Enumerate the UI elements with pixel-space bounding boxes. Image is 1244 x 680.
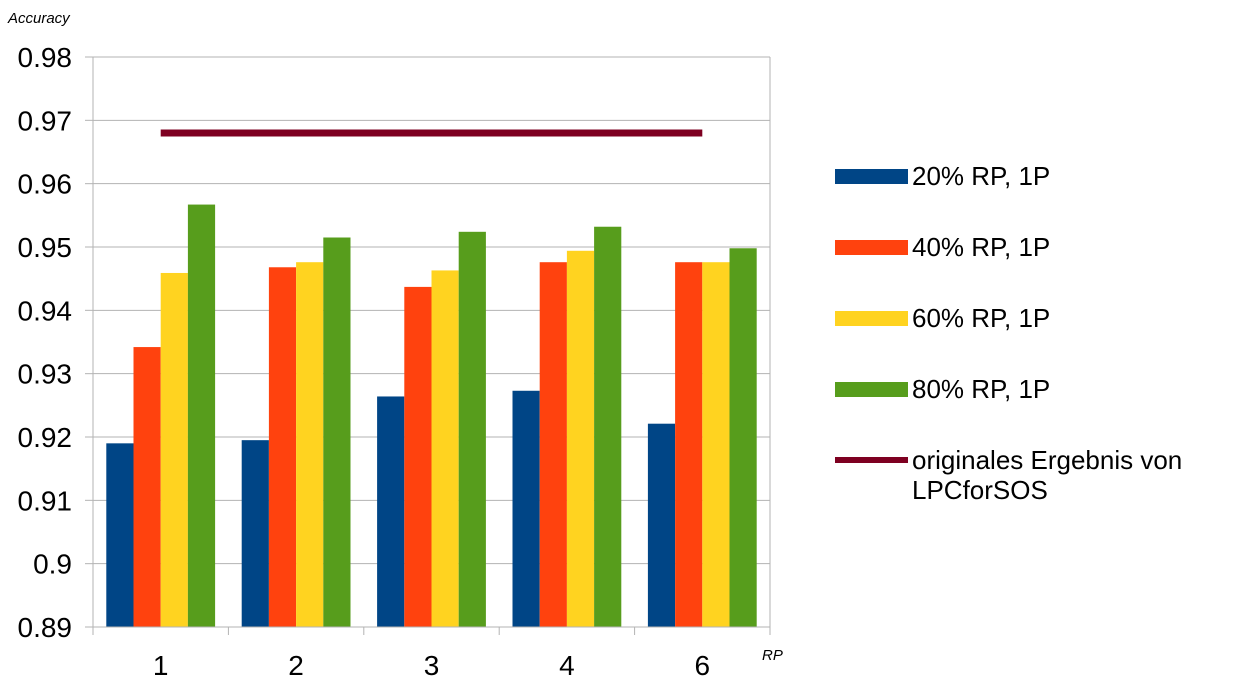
y-tick-label: 0.97: [18, 105, 73, 136]
y-tick-label: 0.9: [33, 549, 72, 580]
y-tick-label: 0.98: [18, 42, 73, 73]
bar: [241, 440, 269, 627]
bar: [268, 267, 297, 627]
bar: [729, 248, 757, 627]
legend-swatch: [835, 169, 908, 184]
x-tick-labels: 1 2 3 4 6: [153, 650, 710, 680]
x-tick-label: 4: [559, 650, 575, 680]
y-tick-label: 0.93: [18, 359, 73, 390]
bar: [566, 250, 595, 628]
axes: [92, 57, 771, 635]
legend-label-line: originales Ergebnis von: [912, 445, 1182, 475]
bar: [187, 204, 216, 628]
legend-label-line: LPCforSOS: [912, 475, 1048, 505]
bar: [296, 262, 324, 627]
legend-swatch: [835, 311, 908, 326]
bar: [323, 237, 351, 627]
legend-label: 60% RP, 1P: [912, 303, 1050, 333]
legend: 20% RP, 1P 40% RP, 1P 60% RP, 1P 80% RP, 1P…: [835, 161, 1182, 505]
bar: [377, 396, 405, 627]
y-tick-labels: 0.98 0.97 0.96 0.95 0.94 0.93 0.92 0.91 0.9 0.89: [18, 42, 73, 643]
bar: [594, 226, 622, 627]
x-axis-title: RP: [762, 647, 783, 664]
y-tick-label: 0.96: [18, 169, 73, 200]
y-tick-label: 0.92: [18, 422, 73, 453]
legend-label: 40% RP, 1P: [912, 232, 1050, 262]
bar: [106, 443, 134, 627]
x-tick-label: 1: [153, 650, 169, 680]
y-tick-label: 0.94: [18, 295, 73, 326]
legend-label: originales Ergebnis von LPCforSOS: [912, 445, 1182, 505]
bar: [647, 423, 676, 627]
y-tick-label: 0.91: [18, 485, 73, 516]
legend-swatch: [835, 240, 908, 255]
bars: [106, 204, 757, 628]
x-tick-label: 2: [288, 650, 304, 680]
legend-swatch: [835, 382, 908, 397]
legend-label: 80% RP, 1P: [912, 374, 1050, 404]
y-axis-title: Accuracy: [7, 10, 71, 27]
bar: [404, 286, 432, 627]
legend-label: 20% RP, 1P: [912, 161, 1050, 191]
bar: [702, 262, 730, 627]
bar: [675, 262, 703, 627]
bar: [458, 231, 486, 628]
x-tick-label: 6: [695, 650, 711, 680]
x-tick-label: 3: [424, 650, 440, 680]
bar: [160, 272, 188, 627]
y-tick-label: 0.95: [18, 232, 73, 263]
bar: [539, 262, 567, 627]
bar: [133, 347, 161, 627]
bar: [431, 270, 459, 627]
bar: [512, 390, 540, 627]
y-tick-label: 0.89: [18, 612, 73, 643]
